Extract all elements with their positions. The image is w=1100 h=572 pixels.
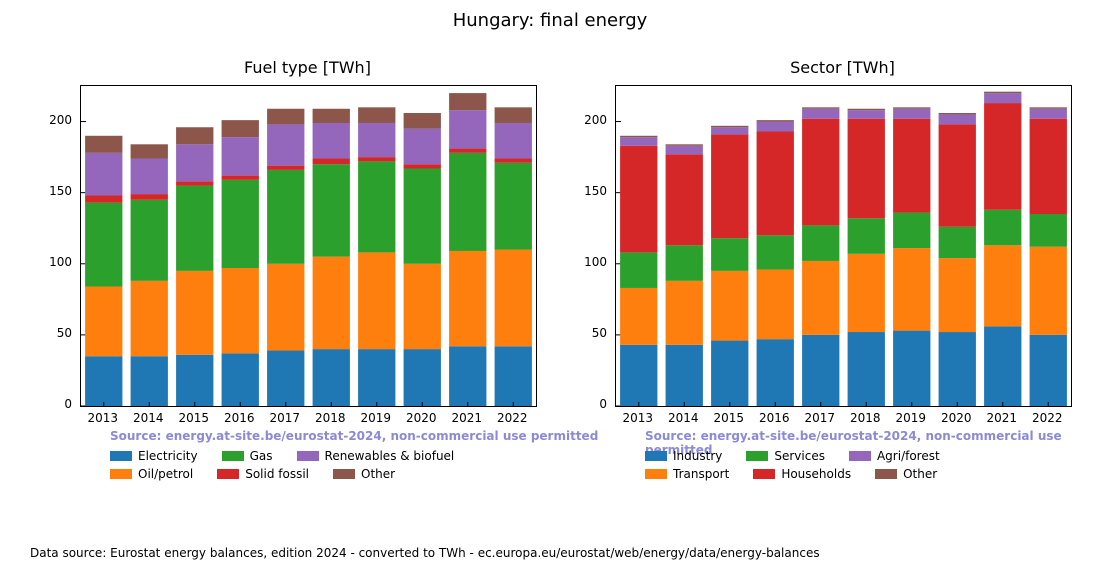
right-x-tick-labels: 2013201420152016201720182019202020212022 bbox=[615, 411, 1070, 425]
y-tick-label: 150 bbox=[573, 184, 607, 198]
legend-swatch bbox=[746, 451, 768, 461]
x-tick-label: 2013 bbox=[80, 411, 126, 425]
x-tick-label: 2022 bbox=[1025, 411, 1071, 425]
x-tick-label: 2018 bbox=[308, 411, 354, 425]
x-tick-label: 2013 bbox=[615, 411, 661, 425]
legend-label: Industry bbox=[673, 449, 722, 463]
legend-item: Electricity bbox=[110, 449, 198, 463]
y-tick-label: 50 bbox=[38, 326, 72, 340]
x-tick-label: 2014 bbox=[661, 411, 707, 425]
x-tick-label: 2021 bbox=[979, 411, 1025, 425]
legend-item: Transport bbox=[645, 467, 729, 481]
legend-item: Gas bbox=[222, 449, 273, 463]
legend-swatch bbox=[217, 469, 239, 479]
y-tick-label: 150 bbox=[38, 184, 72, 198]
legend-label: Other bbox=[903, 467, 937, 481]
right-legend: Industry Services Agri/forest Transport Hous… bbox=[645, 447, 940, 483]
chart-suptitle: Hungary: final energy bbox=[0, 10, 1100, 31]
x-tick-label: 2017 bbox=[262, 411, 308, 425]
legend-swatch bbox=[753, 469, 775, 479]
x-tick-label: 2021 bbox=[444, 411, 490, 425]
legend-item: Other bbox=[875, 467, 937, 481]
y-tick-label: 0 bbox=[573, 397, 607, 411]
legend-swatch bbox=[222, 451, 244, 461]
legend-swatch bbox=[110, 451, 132, 461]
legend-label: Households bbox=[781, 467, 851, 481]
x-tick-label: 2020 bbox=[934, 411, 980, 425]
right-chart bbox=[615, 85, 1072, 407]
x-tick-label: 2016 bbox=[752, 411, 798, 425]
y-tick-label: 200 bbox=[573, 113, 607, 127]
right-panel-title: Sector [TWh] bbox=[615, 58, 1070, 77]
legend-swatch bbox=[645, 451, 667, 461]
legend-label: Agri/forest bbox=[877, 449, 940, 463]
x-tick-label: 2015 bbox=[706, 411, 752, 425]
legend-item: Other bbox=[333, 467, 395, 481]
y-tick-label: 50 bbox=[573, 326, 607, 340]
legend-label: Solid fossil bbox=[245, 467, 309, 481]
left-chart bbox=[80, 85, 537, 407]
legend-label: Electricity bbox=[138, 449, 198, 463]
x-tick-label: 2015 bbox=[171, 411, 217, 425]
x-tick-label: 2020 bbox=[399, 411, 445, 425]
x-tick-label: 2014 bbox=[126, 411, 172, 425]
legend-label: Transport bbox=[673, 467, 729, 481]
y-tick-label: 200 bbox=[38, 113, 72, 127]
x-tick-label: 2019 bbox=[353, 411, 399, 425]
left-legend: Electricity Gas Renewables & biofuel Oil/pe… bbox=[110, 447, 454, 483]
legend-item: Solid fossil bbox=[217, 467, 309, 481]
left-x-tick-labels: 2013201420152016201720182019202020212022 bbox=[80, 411, 535, 425]
legend-label: Gas bbox=[250, 449, 273, 463]
legend-swatch bbox=[645, 469, 667, 479]
legend-label: Oil/petrol bbox=[138, 467, 193, 481]
x-tick-label: 2016 bbox=[217, 411, 263, 425]
legend-swatch bbox=[333, 469, 355, 479]
y-tick-label: 100 bbox=[573, 255, 607, 269]
legend-label: Other bbox=[361, 467, 395, 481]
legend-label: Services bbox=[774, 449, 825, 463]
left-watermark: Source: energy.at-site.be/eurostat-2024,… bbox=[110, 429, 598, 443]
x-tick-label: 2017 bbox=[797, 411, 843, 425]
y-tick-label: 100 bbox=[38, 255, 72, 269]
legend-item: Services bbox=[746, 449, 825, 463]
footer-source: Data source: Eurostat energy balances, e… bbox=[30, 546, 820, 560]
legend-swatch bbox=[875, 469, 897, 479]
legend-swatch bbox=[110, 469, 132, 479]
legend-item: Industry bbox=[645, 449, 722, 463]
x-tick-label: 2019 bbox=[888, 411, 934, 425]
legend-swatch bbox=[297, 451, 319, 461]
legend-item: Households bbox=[753, 467, 851, 481]
x-tick-label: 2022 bbox=[490, 411, 536, 425]
left-panel-title: Fuel type [TWh] bbox=[80, 58, 535, 77]
legend-item: Renewables & biofuel bbox=[297, 449, 455, 463]
legend-label: Renewables & biofuel bbox=[325, 449, 455, 463]
x-tick-label: 2018 bbox=[843, 411, 889, 425]
legend-item: Agri/forest bbox=[849, 449, 940, 463]
y-tick-label: 0 bbox=[38, 397, 72, 411]
legend-swatch bbox=[849, 451, 871, 461]
legend-item: Oil/petrol bbox=[110, 467, 193, 481]
